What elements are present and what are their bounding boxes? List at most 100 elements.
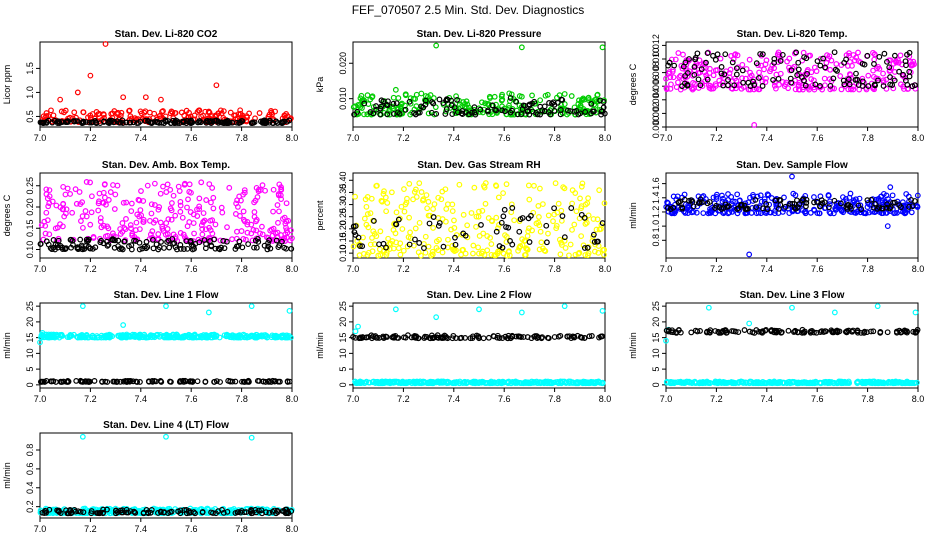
data-point xyxy=(705,210,712,217)
x-tick-label: 7.8 xyxy=(235,133,248,143)
data-point xyxy=(712,328,719,334)
data-point xyxy=(432,104,439,111)
data-point xyxy=(255,186,262,193)
data-point xyxy=(582,201,589,208)
data-point xyxy=(240,208,247,215)
data-point xyxy=(880,83,887,89)
data-point xyxy=(777,70,784,77)
y-tick-label: 0.15 xyxy=(25,219,35,237)
series-colored xyxy=(38,179,295,244)
data-point xyxy=(433,42,440,49)
data-point xyxy=(828,379,835,385)
data-point xyxy=(143,507,150,513)
data-point xyxy=(753,379,760,385)
data-point xyxy=(908,197,915,203)
data-point xyxy=(178,109,185,116)
data-point xyxy=(552,180,559,187)
data-point xyxy=(733,65,740,72)
data-point xyxy=(427,92,434,98)
data-point xyxy=(412,111,419,118)
data-point xyxy=(719,198,726,205)
data-point xyxy=(470,242,477,249)
x-tick-label: 7.2 xyxy=(84,264,97,274)
data-point xyxy=(380,335,387,342)
y-tick-label: 5 xyxy=(651,367,661,372)
data-point xyxy=(440,243,447,250)
data-point xyxy=(379,198,386,205)
data-point xyxy=(826,201,833,208)
data-point xyxy=(64,378,71,384)
data-point xyxy=(395,95,402,101)
data-point xyxy=(854,329,861,336)
data-point xyxy=(893,59,900,66)
data-point xyxy=(403,380,410,387)
data-point xyxy=(82,208,89,214)
data-point xyxy=(110,237,117,244)
panel-5: Stan. Dev. Gas Stream RH percent 7.0 7.2 7.4… xyxy=(315,160,611,274)
data-point xyxy=(531,182,537,189)
data-point xyxy=(795,59,802,66)
data-point xyxy=(120,333,127,340)
data-point xyxy=(735,202,742,209)
data-point xyxy=(802,210,809,217)
data-point xyxy=(891,199,898,206)
data-point xyxy=(794,329,801,336)
data-point xyxy=(585,95,592,102)
data-point xyxy=(352,193,359,200)
data-point xyxy=(252,197,259,204)
data-point xyxy=(903,62,909,69)
data-point xyxy=(856,195,863,202)
data-point xyxy=(884,201,891,208)
data-point xyxy=(448,97,455,104)
y-axis-label: ml/min xyxy=(2,332,12,359)
data-point xyxy=(80,109,87,115)
data-point xyxy=(121,225,128,231)
x-tick-label: 7.2 xyxy=(710,394,723,404)
y-tick-label: 0.40 xyxy=(338,172,348,190)
data-point xyxy=(772,85,779,92)
series-black xyxy=(663,326,921,336)
data-point xyxy=(356,252,363,259)
data-point xyxy=(443,106,450,112)
data-point xyxy=(771,59,778,66)
data-point xyxy=(120,322,127,328)
data-point xyxy=(170,240,176,247)
data-point xyxy=(421,335,428,341)
data-point xyxy=(157,508,164,515)
data-point xyxy=(675,79,681,86)
data-point xyxy=(163,433,169,440)
y-tick-label: 0.004 xyxy=(651,89,661,112)
data-point xyxy=(912,329,919,335)
data-point xyxy=(853,54,860,61)
data-point xyxy=(795,83,802,90)
data-point xyxy=(390,111,397,117)
data-point xyxy=(523,379,530,386)
data-point xyxy=(439,249,446,256)
data-point xyxy=(776,328,783,334)
plot-frame xyxy=(352,172,606,259)
data-point xyxy=(811,84,817,91)
data-point xyxy=(355,102,362,108)
data-point xyxy=(392,221,399,228)
data-point xyxy=(43,509,49,516)
data-point xyxy=(98,224,105,231)
data-point xyxy=(763,75,769,82)
data-point xyxy=(209,185,216,191)
data-point xyxy=(45,203,52,210)
data-point xyxy=(488,241,495,247)
data-point xyxy=(112,191,119,198)
data-point xyxy=(412,96,419,102)
x-tick-label: 7.2 xyxy=(84,524,97,534)
data-point xyxy=(285,509,291,515)
data-point xyxy=(442,111,449,117)
data-point xyxy=(739,379,746,385)
data-point xyxy=(244,114,251,121)
data-point xyxy=(775,205,782,212)
data-point xyxy=(435,247,442,254)
data-point xyxy=(837,200,844,207)
data-point xyxy=(393,239,400,246)
data-point xyxy=(874,303,881,310)
data-point xyxy=(886,64,893,71)
data-point xyxy=(597,333,604,340)
